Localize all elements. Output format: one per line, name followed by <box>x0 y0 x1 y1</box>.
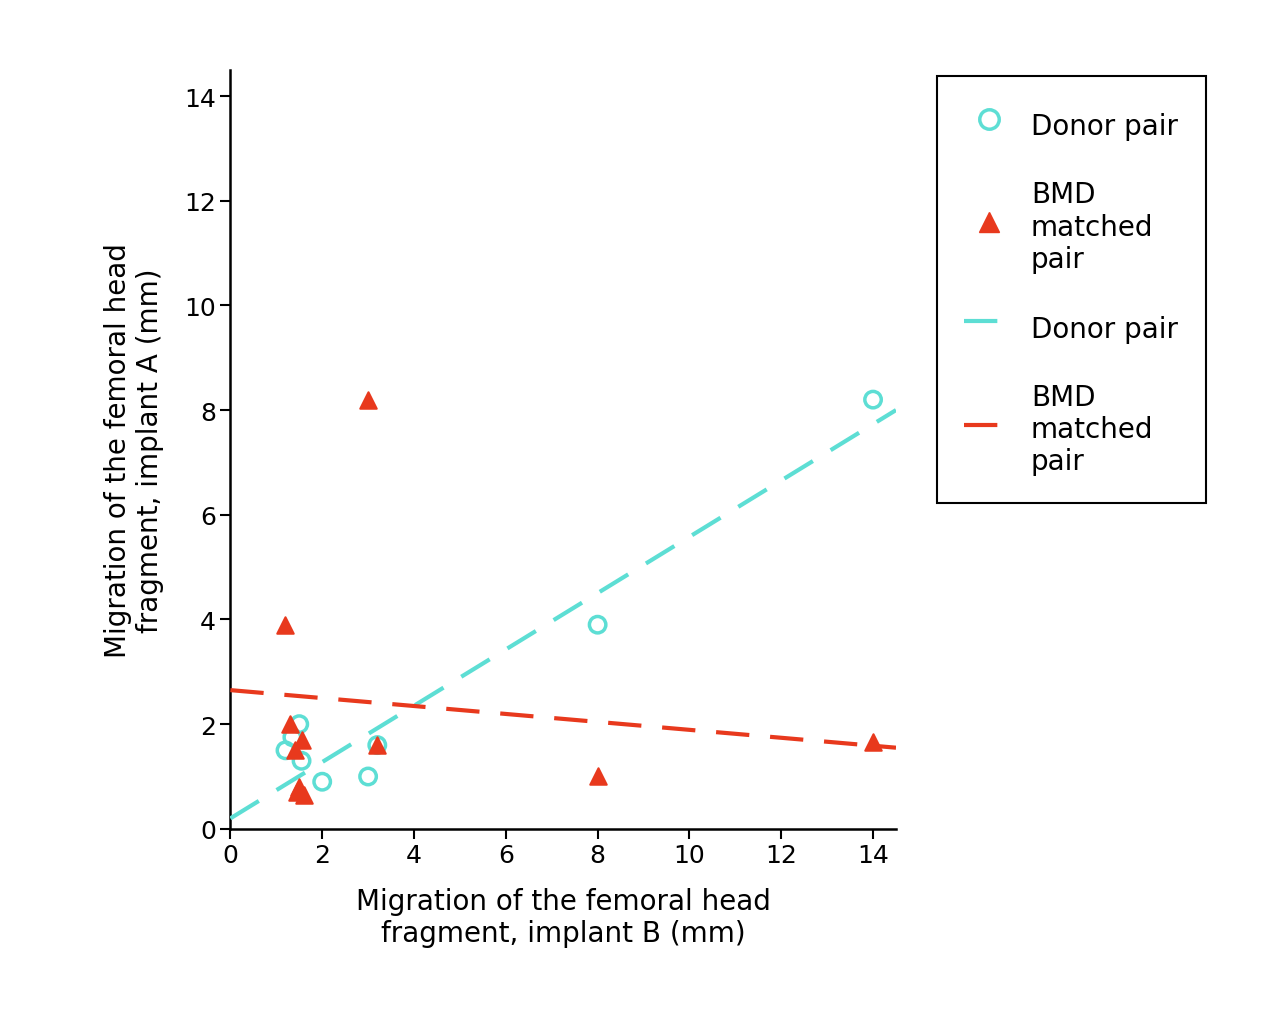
Point <box>275 742 296 758</box>
Point <box>275 617 296 633</box>
Point <box>367 737 388 753</box>
Point <box>863 735 883 751</box>
Point <box>287 785 307 801</box>
Legend: Donor pair, BMD
matched
pair, Donor pair, BMD
matched
pair: Donor pair, BMD matched pair, Donor pair… <box>937 77 1206 503</box>
Point <box>289 717 310 733</box>
Point <box>289 779 310 796</box>
Point <box>292 732 312 748</box>
Point <box>367 737 388 753</box>
Point <box>588 617 608 633</box>
Point <box>292 753 312 769</box>
Point <box>358 392 379 408</box>
Point <box>358 768 379 785</box>
Point <box>588 768 608 785</box>
Y-axis label: Migration of the femoral head
fragment, implant A (mm): Migration of the femoral head fragment, … <box>104 243 165 657</box>
Point <box>282 729 302 745</box>
Point <box>284 742 305 758</box>
Point <box>312 773 333 790</box>
Point <box>863 392 883 408</box>
Point <box>293 787 314 803</box>
X-axis label: Migration of the femoral head
fragment, implant B (mm): Migration of the femoral head fragment, … <box>356 887 771 947</box>
Point <box>280 717 301 733</box>
